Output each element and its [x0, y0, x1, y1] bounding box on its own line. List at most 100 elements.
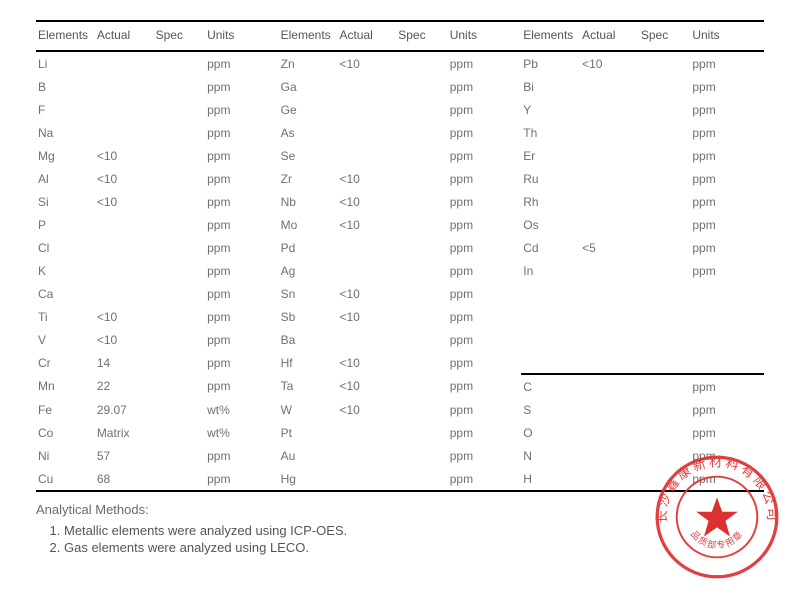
- cell-c1-sp: [154, 121, 205, 144]
- cell-c1-sp: [154, 467, 205, 491]
- cell-c1-sp: [154, 213, 205, 236]
- cell-c1-el: Si: [36, 190, 95, 213]
- cell-c1-el: Cr: [36, 351, 95, 374]
- cell-c3-el: [521, 351, 580, 374]
- cell-c2-act: [337, 98, 396, 121]
- col-header: Actual: [337, 21, 396, 51]
- cell-c2-el: Ag: [279, 259, 338, 282]
- cell-c1-un: ppm: [205, 351, 279, 374]
- table-row: Mn22ppmTa<10ppmCppm: [36, 374, 764, 398]
- cell-c1-el: P: [36, 213, 95, 236]
- cell-c2-act: [337, 328, 396, 351]
- cell-c1-el: Al: [36, 167, 95, 190]
- cell-c3-el: [521, 282, 580, 305]
- cell-c2-act: [337, 144, 396, 167]
- cell-c2-act: <10: [337, 167, 396, 190]
- cell-c2-sp: [396, 421, 447, 444]
- cell-c3-sp: [639, 98, 690, 121]
- table-row: FppmGeppmYppm: [36, 98, 764, 121]
- cell-c3-act: [580, 444, 639, 467]
- cell-c2-un: ppm: [448, 351, 522, 374]
- cell-c3-el: H: [521, 467, 580, 491]
- cell-c2-un: ppm: [448, 374, 522, 398]
- cell-c2-sp: [396, 351, 447, 374]
- cell-c3-act: [580, 259, 639, 282]
- cell-c3-act: [580, 190, 639, 213]
- table-row: BppmGappmBippm: [36, 75, 764, 98]
- col-header: Elements: [521, 21, 580, 51]
- cell-c3-un: [690, 328, 764, 351]
- cell-c2-el: Sb: [279, 305, 338, 328]
- table-row: Mg<10ppmSeppmErppm: [36, 144, 764, 167]
- cell-c3-sp: [639, 444, 690, 467]
- cell-c1-el: V: [36, 328, 95, 351]
- cell-c3-act: [580, 374, 639, 398]
- cell-c3-un: ppm: [690, 75, 764, 98]
- cell-c2-sp: [396, 236, 447, 259]
- cell-c3-sp: [639, 282, 690, 305]
- cell-c1-act: 14: [95, 351, 154, 374]
- cell-c1-act: 29.07: [95, 398, 154, 421]
- cell-c3-un: [690, 282, 764, 305]
- methods-item: Gas elements were analyzed using LECO.: [64, 540, 764, 555]
- cell-c2-sp: [396, 328, 447, 351]
- cell-c3-un: ppm: [690, 51, 764, 75]
- cell-c1-act: [95, 236, 154, 259]
- cell-c3-un: ppm: [690, 121, 764, 144]
- cell-c2-sp: [396, 213, 447, 236]
- cell-c1-act: [95, 51, 154, 75]
- cell-c3-el: Bi: [521, 75, 580, 98]
- cell-c3-el: Cd: [521, 236, 580, 259]
- table-row: Fe29.07wt%W<10ppmSppm: [36, 398, 764, 421]
- cell-c2-el: Hg: [279, 467, 338, 491]
- cell-c2-act: <10: [337, 351, 396, 374]
- cell-c1-act: 68: [95, 467, 154, 491]
- col-header: Spec: [154, 21, 205, 51]
- cell-c1-sp: [154, 167, 205, 190]
- cell-c1-act: Matrix: [95, 421, 154, 444]
- col-header: Spec: [639, 21, 690, 51]
- cell-c2-un: ppm: [448, 121, 522, 144]
- cell-c2-sp: [396, 167, 447, 190]
- cell-c1-act: <10: [95, 305, 154, 328]
- cell-c3-sp: [639, 328, 690, 351]
- cell-c2-act: [337, 421, 396, 444]
- col-header: Elements: [36, 21, 95, 51]
- cell-c1-el: Na: [36, 121, 95, 144]
- cell-c1-act: [95, 259, 154, 282]
- cell-c1-sp: [154, 444, 205, 467]
- cell-c2-un: ppm: [448, 305, 522, 328]
- cell-c3-act: <10: [580, 51, 639, 75]
- cell-c2-sp: [396, 282, 447, 305]
- cell-c2-act: [337, 259, 396, 282]
- cell-c2-sp: [396, 75, 447, 98]
- cell-c1-el: Cl: [36, 236, 95, 259]
- cell-c3-el: Rh: [521, 190, 580, 213]
- cell-c1-sp: [154, 259, 205, 282]
- cell-c1-el: Mn: [36, 374, 95, 398]
- cell-c2-el: Ba: [279, 328, 338, 351]
- cell-c3-sp: [639, 121, 690, 144]
- methods-title: Analytical Methods:: [36, 502, 764, 517]
- cell-c1-act: [95, 98, 154, 121]
- cell-c3-un: ppm: [690, 190, 764, 213]
- cell-c2-el: Nb: [279, 190, 338, 213]
- cell-c2-sp: [396, 374, 447, 398]
- cell-c1-el: Mg: [36, 144, 95, 167]
- cell-c2-act: <10: [337, 305, 396, 328]
- cell-c2-el: Ge: [279, 98, 338, 121]
- cell-c1-el: Ti: [36, 305, 95, 328]
- cell-c2-un: ppm: [448, 259, 522, 282]
- cell-c3-el: In: [521, 259, 580, 282]
- table-row: PppmMo<10ppmOsppm: [36, 213, 764, 236]
- cell-c3-el: O: [521, 421, 580, 444]
- cell-c3-el: Os: [521, 213, 580, 236]
- cell-c1-act: [95, 75, 154, 98]
- cell-c3-act: [580, 167, 639, 190]
- cell-c1-un: ppm: [205, 167, 279, 190]
- cell-c2-el: Mo: [279, 213, 338, 236]
- cell-c3-act: [580, 398, 639, 421]
- cell-c1-un: ppm: [205, 282, 279, 305]
- cell-c2-el: W: [279, 398, 338, 421]
- cell-c3-sp: [639, 421, 690, 444]
